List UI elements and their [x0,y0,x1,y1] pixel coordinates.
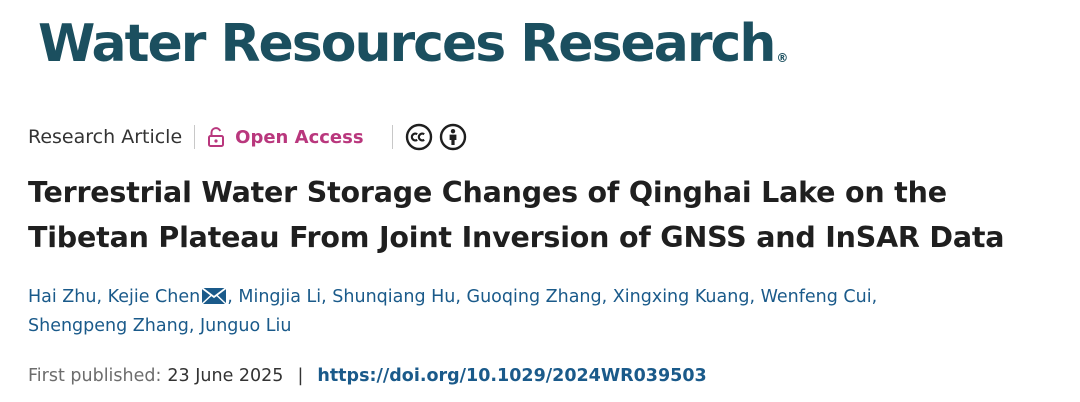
envelope-icon[interactable] [201,286,227,305]
author-link[interactable]: Shunqiang Hu [332,287,456,307]
publication-info-row: First published: 23 June 2025 | https://… [28,366,707,386]
author-link[interactable]: Guoqing Zhang [466,287,602,307]
registered-trademark-mark: ® [776,51,789,65]
publication-separator: | [297,366,304,386]
journal-title[interactable]: Water Resources Research ® [38,8,788,80]
first-published-label: First published: [28,366,162,386]
author-link[interactable]: Mingjia Li [238,287,322,307]
author-link[interactable]: Shengpeng Zhang [28,316,189,336]
journal-name: Water Resources Research [38,14,776,74]
license-divider [391,125,393,149]
author-list: Hai Zhu, Kejie Chen, Mingjia Li, Shunqia… [28,286,878,336]
publication-date: 23 June 2025 [167,366,284,386]
article-meta-row: Research Article Open Access [28,122,467,152]
meta-divider [194,125,196,149]
author-link[interactable]: Kejie Chen [107,287,201,307]
author-link[interactable]: Wenfeng Cui [760,287,872,307]
doi-link[interactable]: https://doi.org/10.1029/2024WR039503 [317,366,707,386]
author-link[interactable]: Hai Zhu [28,287,97,307]
attribution-icon[interactable] [439,123,467,151]
author-link[interactable]: Junguo Liu [199,316,292,336]
creative-commons-icon[interactable] [405,123,433,151]
author-link[interactable]: Xingxing Kuang [612,287,750,307]
open-access-label[interactable]: Open Access [235,126,364,148]
article-type-label: Research Article [28,126,183,148]
article-title: Terrestrial Water Storage Changes of Qin… [28,176,1005,254]
open-lock-icon [207,127,225,147]
